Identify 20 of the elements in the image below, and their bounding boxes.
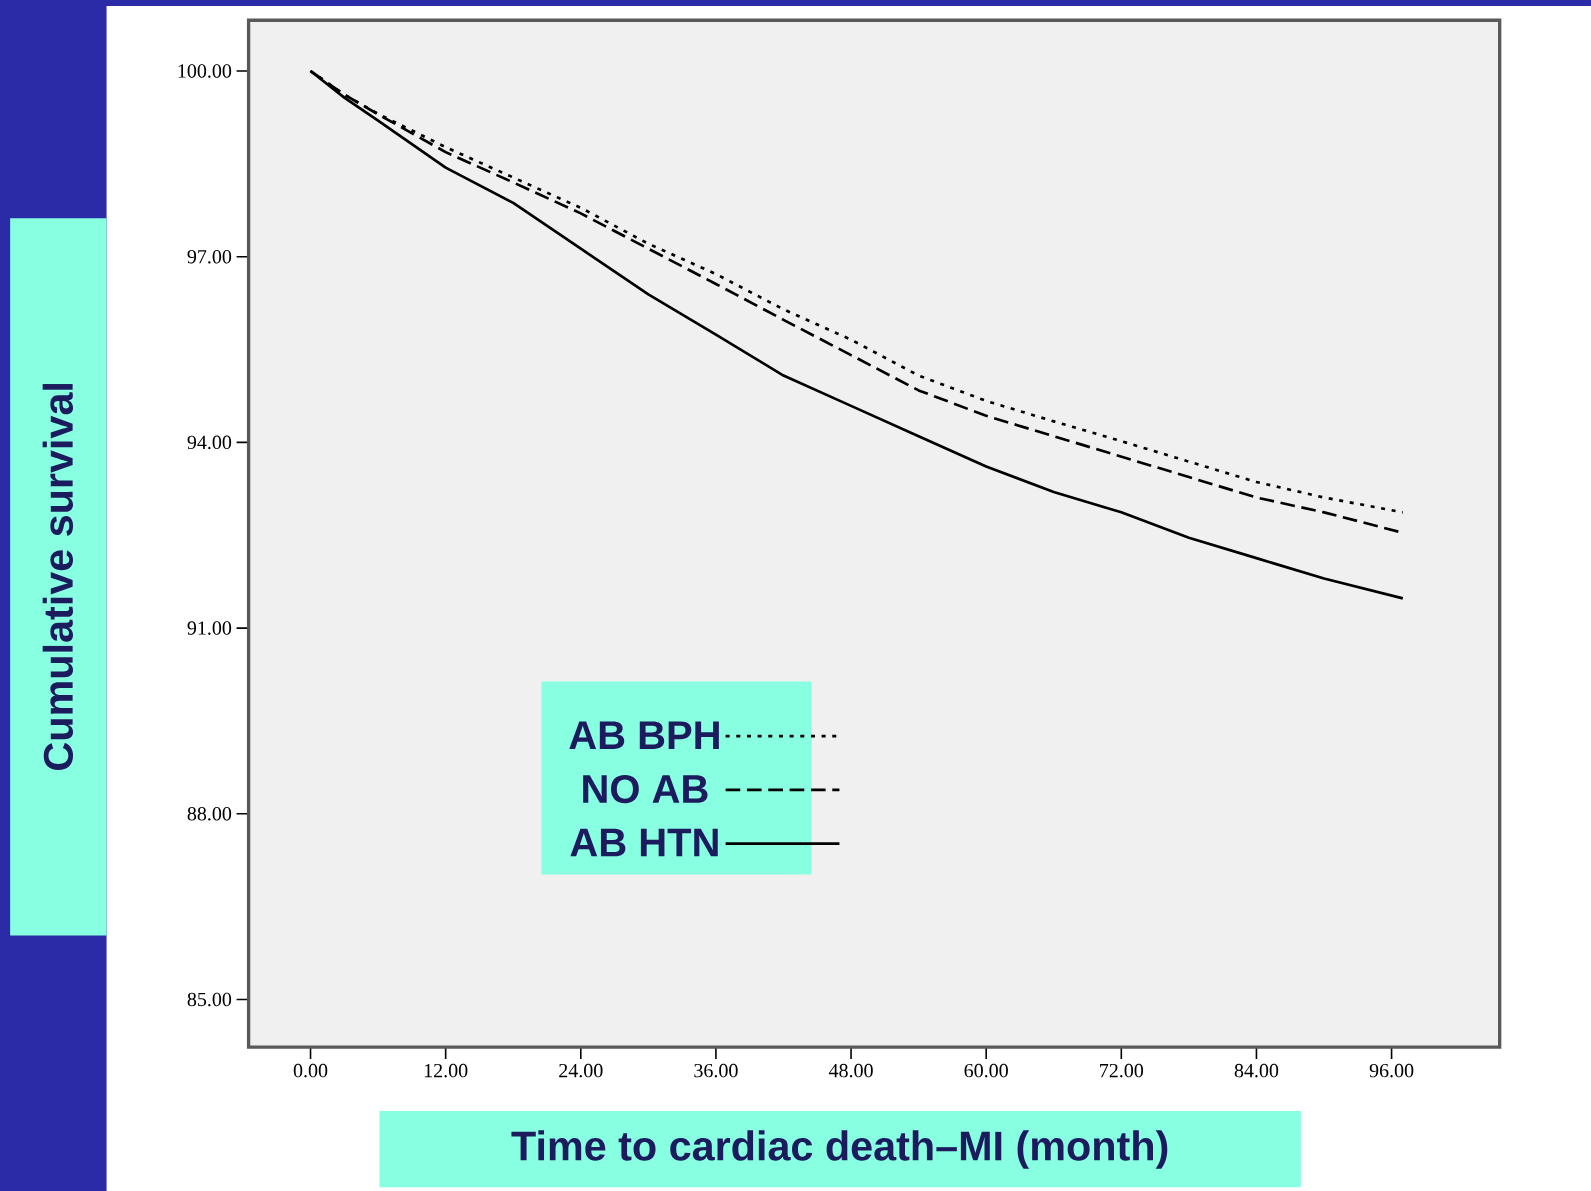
x-tick-label: 48.00 <box>828 1063 873 1078</box>
x-tick-label: 24.00 <box>559 1063 603 1078</box>
legend-label: NO AB <box>583 774 708 804</box>
x-tick-label: 96.00 <box>1369 1063 1414 1078</box>
legend-label: AB BPH <box>569 721 719 749</box>
x-tick-label: 72.00 <box>1100 1063 1144 1078</box>
legend-label: AB HTN <box>570 828 718 857</box>
y-tick-label: 100.00 <box>178 64 232 78</box>
x-tick-label: 36.00 <box>694 1063 738 1078</box>
y-tick-label: 91.00 <box>187 621 232 635</box>
y-tick-label: 97.00 <box>187 249 232 264</box>
y-axis-title: Cumulative survival <box>42 383 74 770</box>
y-tick-label: 85.00 <box>187 992 232 1007</box>
y-tick-label: 88.00 <box>187 806 232 821</box>
x-tick-label: 12.00 <box>424 1063 468 1078</box>
x-axis-title: Time to cardiac death–MI (month) <box>511 1130 1168 1169</box>
x-tick-label: 0.00 <box>293 1063 328 1078</box>
y-tick-label: 94.00 <box>187 435 232 450</box>
x-tick-label: 60.00 <box>964 1063 1008 1078</box>
x-tick-label: 84.00 <box>1234 1063 1279 1078</box>
